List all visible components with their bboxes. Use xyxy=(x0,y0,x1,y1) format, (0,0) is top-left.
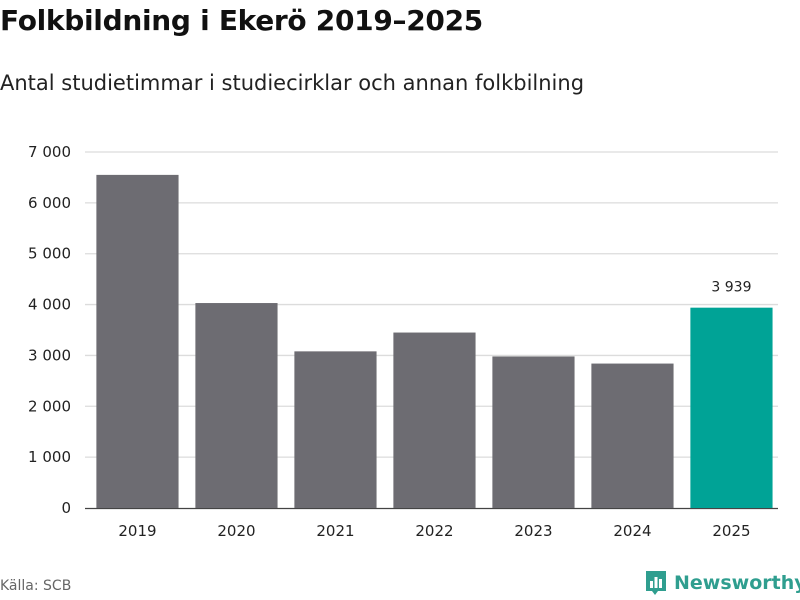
y-tick-label: 3 000 xyxy=(28,346,71,364)
brand-name: Newsworthy xyxy=(674,572,800,594)
bar-2023 xyxy=(492,356,575,508)
bar-2019 xyxy=(96,174,179,508)
y-tick-label: 0 xyxy=(61,499,71,517)
x-tick-label: 2025 xyxy=(712,522,750,540)
source-note: Källa: SCB xyxy=(0,578,72,594)
chart-subtitle: Antal studietimmar i studiecirklar och a… xyxy=(0,71,585,95)
y-tick-label: 5 000 xyxy=(28,245,71,263)
bar-2021 xyxy=(294,351,377,508)
chart-title: Folkbildning i Ekerö 2019–2025 xyxy=(0,4,483,37)
y-tick-label: 7 000 xyxy=(28,143,71,161)
brand-logo: Newsworthy xyxy=(644,568,800,598)
x-tick-label: 2020 xyxy=(217,522,255,540)
bars xyxy=(96,174,773,508)
x-tick-label: 2022 xyxy=(415,522,453,540)
x-tick-label: 2024 xyxy=(613,522,651,540)
labels: 0 1 000 2 000 3 000 4 000 5 000 6 000 7 000 2019… xyxy=(28,143,751,540)
x-tick-label: 2019 xyxy=(118,522,156,540)
bar-2024 xyxy=(591,363,674,508)
y-tick-label: 6 000 xyxy=(28,194,71,212)
y-tick-label: 2 000 xyxy=(28,397,71,415)
x-tick-label: 2021 xyxy=(316,522,354,540)
y-tick-label: 1 000 xyxy=(28,448,71,466)
bar-2025 xyxy=(690,307,773,508)
x-tick-label: 2023 xyxy=(514,522,552,540)
bar-2022 xyxy=(393,332,476,508)
bar-2020 xyxy=(195,303,278,508)
y-tick-label: 4 000 xyxy=(28,296,71,314)
bar-chart-logo-icon xyxy=(646,571,666,595)
data-label: 3 939 xyxy=(711,280,751,296)
